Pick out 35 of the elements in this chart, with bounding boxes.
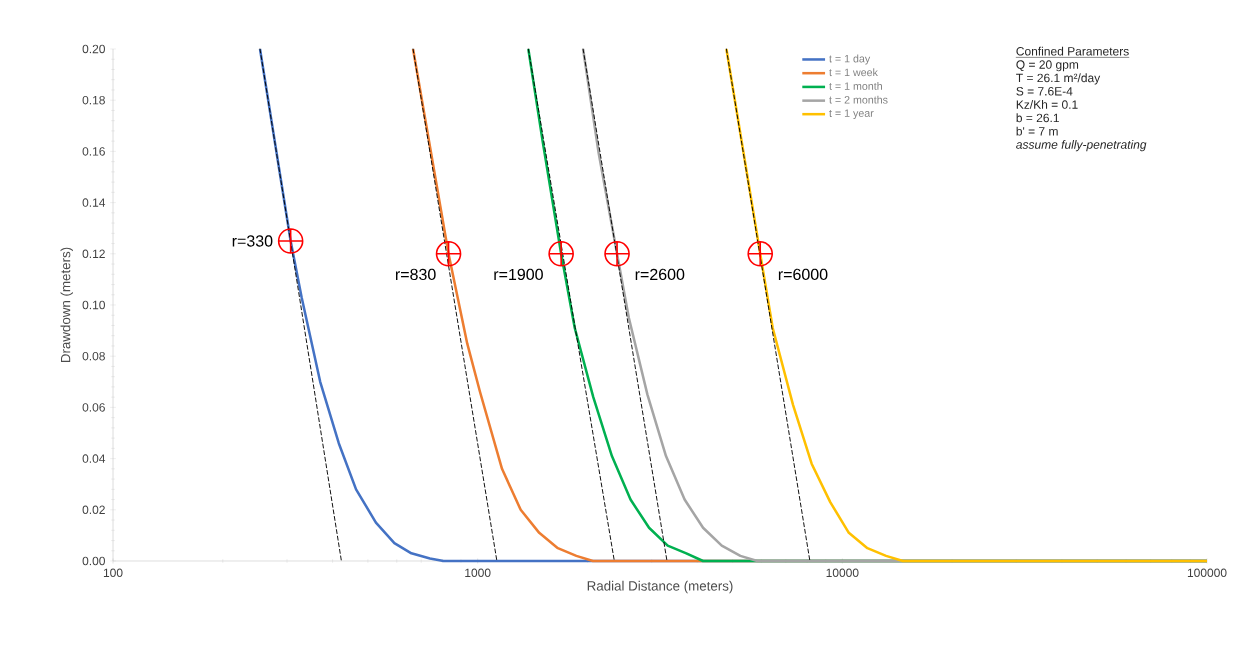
annotation: Kz/Kh = 0.1 <box>1016 100 1078 109</box>
annotation: Q = 20 gpm <box>1016 60 1079 72</box>
y-tick-label: 0.04 <box>82 454 106 463</box>
x-axis-title: Radial Distance (meters) <box>587 580 733 594</box>
y-tick-label: 0.12 <box>82 249 105 259</box>
x-tick-label: 100 <box>103 568 123 578</box>
y-tick-label: 0.06 <box>82 403 105 412</box>
annotation: r=1900 <box>494 268 543 281</box>
y-axis-title: Drawdown (meters) <box>60 247 73 363</box>
y-tick-label: 0.08 <box>82 351 105 361</box>
y-tick-label: 0.18 <box>82 95 105 105</box>
legend-label: t = 1 year <box>829 109 874 120</box>
x-tick-label: 10000 <box>826 568 859 578</box>
legend-label: t = 2 months <box>829 95 888 104</box>
annotation: r=2600 <box>635 268 685 281</box>
y-tick-label: 0.14 <box>82 198 106 207</box>
annotation: b = 26.1 <box>1016 113 1059 123</box>
x-tick-label: 1000 <box>465 568 491 578</box>
legend-label: t = 1 month <box>829 82 882 90</box>
annotation: r=330 <box>232 235 273 247</box>
y-tick-label: 0.16 <box>82 147 105 156</box>
y-tick-label: 0.02 <box>82 505 105 515</box>
y-tick-label: 0.20 <box>82 44 105 54</box>
annotation: T = 26.1 m²/day <box>1016 73 1101 85</box>
y-tick-label: 0.10 <box>82 300 105 310</box>
legend-label: t = 1 week <box>829 68 878 77</box>
annotation: assume fully-penetrating <box>1016 140 1147 152</box>
annotation: Confined Parameters <box>1016 46 1129 56</box>
annotation: r=6000 <box>778 268 828 281</box>
annotation: r=830 <box>395 268 436 281</box>
annotation: S = 7.6E-4 <box>1016 87 1073 96</box>
x-tick-label: 100000 <box>1187 568 1227 578</box>
annotation: b' = 7 m <box>1016 126 1058 136</box>
y-tick-label: 0.00 <box>82 556 105 566</box>
legend-label: t = 1 day <box>829 54 871 65</box>
